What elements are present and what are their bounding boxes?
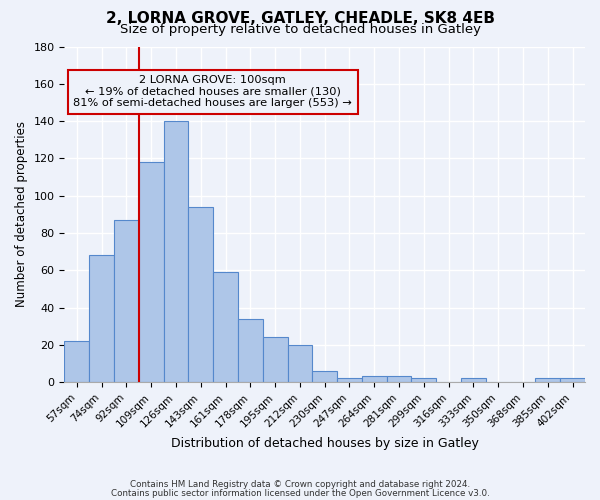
Bar <box>213 272 238 382</box>
Bar <box>313 371 337 382</box>
Bar <box>535 378 560 382</box>
Bar <box>362 376 386 382</box>
Bar <box>560 378 585 382</box>
Bar <box>386 376 412 382</box>
Bar <box>238 318 263 382</box>
X-axis label: Distribution of detached houses by size in Gatley: Distribution of detached houses by size … <box>171 437 479 450</box>
Y-axis label: Number of detached properties: Number of detached properties <box>15 122 28 308</box>
Bar <box>139 162 164 382</box>
Text: 2 LORNA GROVE: 100sqm
← 19% of detached houses are smaller (130)
81% of semi-det: 2 LORNA GROVE: 100sqm ← 19% of detached … <box>73 75 352 108</box>
Bar <box>461 378 486 382</box>
Text: Contains public sector information licensed under the Open Government Licence v3: Contains public sector information licen… <box>110 488 490 498</box>
Bar <box>114 220 139 382</box>
Text: 2, LORNA GROVE, GATLEY, CHEADLE, SK8 4EB: 2, LORNA GROVE, GATLEY, CHEADLE, SK8 4EB <box>106 11 494 26</box>
Text: Contains HM Land Registry data © Crown copyright and database right 2024.: Contains HM Land Registry data © Crown c… <box>130 480 470 489</box>
Bar <box>412 378 436 382</box>
Bar <box>188 207 213 382</box>
Text: Size of property relative to detached houses in Gatley: Size of property relative to detached ho… <box>119 22 481 36</box>
Bar <box>89 256 114 382</box>
Bar <box>164 121 188 382</box>
Bar <box>263 338 287 382</box>
Bar <box>337 378 362 382</box>
Bar <box>287 345 313 382</box>
Bar <box>64 341 89 382</box>
